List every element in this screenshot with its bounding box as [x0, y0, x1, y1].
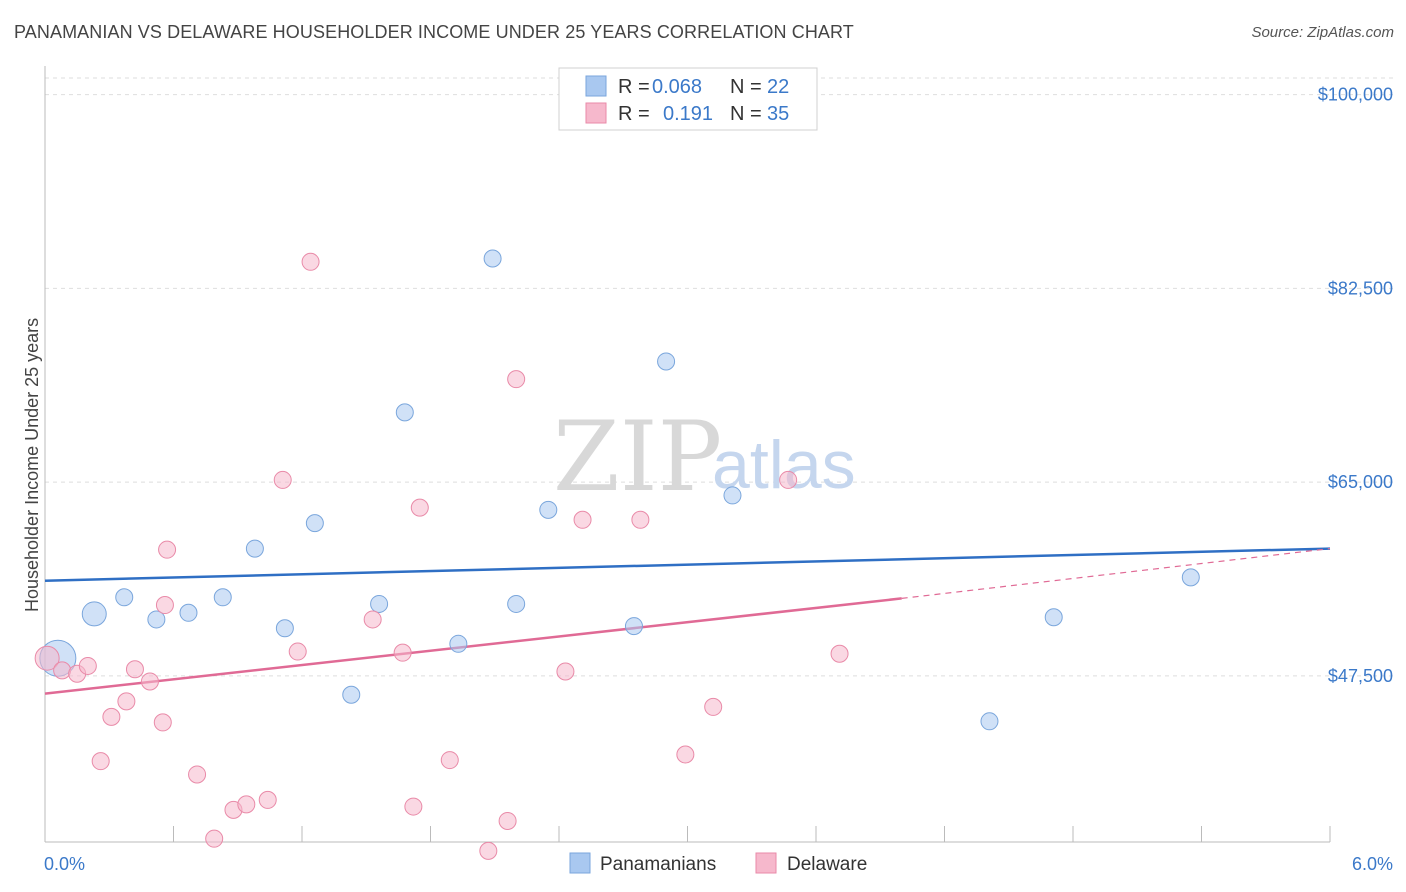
- point-panamanians: [213, 588, 232, 607]
- y-tick-label: $100,000: [1318, 85, 1393, 105]
- point-panamanians: [275, 619, 294, 638]
- point-delaware: [573, 510, 592, 529]
- point-panamanians: [723, 486, 742, 505]
- point-panamanians: [245, 539, 264, 558]
- bottom-legend-swatch-delaware: [755, 852, 777, 874]
- point-panamanians: [342, 685, 361, 704]
- point-delaware: [153, 713, 172, 732]
- point-panamanians: [1044, 608, 1063, 627]
- watermark-zip: ZIP: [553, 401, 722, 513]
- point-delaware: [258, 790, 277, 809]
- legend-swatch-panamanians: [585, 75, 607, 97]
- chart-title: PANAMANIAN VS DELAWARE HOUSEHOLDER INCOM…: [14, 22, 854, 42]
- bottom-legend-label-panamanians: Panamanians: [600, 854, 716, 875]
- point-delaware: [140, 672, 159, 691]
- legend-n-label: N =: [730, 76, 762, 98]
- legend-r-label: R =: [618, 103, 650, 125]
- point-panamanians: [483, 249, 502, 268]
- point-panamanians: [980, 712, 999, 731]
- point-delaware: [631, 510, 650, 529]
- legend-n-value: 35: [767, 103, 789, 125]
- point-delaware: [155, 596, 174, 615]
- point-delaware: [78, 656, 97, 675]
- point-delaware: [273, 470, 292, 489]
- point-panamanians: [115, 588, 134, 607]
- legend-r-value: 0.068: [652, 76, 702, 98]
- point-delaware: [440, 751, 459, 770]
- point-delaware: [556, 662, 575, 681]
- point-delaware: [53, 661, 72, 680]
- point-delaware: [676, 745, 695, 764]
- legend-swatch-delaware: [585, 102, 607, 124]
- point-panamanians: [305, 514, 324, 533]
- chart-source: Source: ZipAtlas.com: [1251, 24, 1394, 41]
- legend-r-value: 0.191: [663, 103, 713, 125]
- y-tick-label: $65,000: [1328, 472, 1393, 492]
- point-panamanians: [1181, 568, 1200, 587]
- legend-n-label: N =: [730, 103, 762, 125]
- y-axis-label: Householder Income Under 25 years: [22, 318, 42, 612]
- point-delaware: [704, 697, 723, 716]
- point-delaware: [188, 765, 207, 784]
- point-delaware: [498, 811, 517, 830]
- point-panamanians: [539, 500, 558, 519]
- point-delaware: [102, 707, 121, 726]
- y-tick-label: $47,500: [1328, 666, 1393, 686]
- point-delaware: [507, 370, 526, 389]
- point-delaware: [34, 645, 60, 671]
- point-delaware: [830, 644, 849, 663]
- point-panamanians: [657, 352, 676, 371]
- point-delaware: [301, 252, 320, 271]
- trend-lines: [44, 547, 1331, 695]
- point-panamanians: [449, 634, 468, 653]
- point-delaware: [117, 692, 136, 711]
- trend-line-delaware: [44, 597, 902, 695]
- point-panamanians: [179, 603, 198, 622]
- bottom-legend-swatch-panamanians: [569, 852, 591, 874]
- point-panamanians: [370, 594, 389, 613]
- bottom-legend: Panamanians Delaware: [569, 852, 867, 875]
- data-points: [34, 249, 1200, 860]
- bottom-legend-label-delaware: Delaware: [787, 854, 867, 875]
- point-delaware: [158, 540, 177, 559]
- x-tick-label: 6.0%: [1352, 854, 1393, 874]
- x-tick-labels: 0.0% 6.0%: [44, 854, 1393, 874]
- point-delaware: [91, 752, 110, 771]
- y-tick-label: $82,500: [1328, 278, 1393, 298]
- point-delaware: [404, 797, 423, 816]
- legend-r-label: R =: [618, 76, 650, 98]
- point-delaware: [125, 660, 144, 679]
- legend: R = 0.068 N = 22 R = 0.191 N = 35: [558, 67, 818, 131]
- legend-n-value: 22: [767, 76, 789, 98]
- trend-line-delaware-extension: [901, 547, 1331, 600]
- point-panamanians: [395, 403, 414, 422]
- point-delaware: [205, 829, 224, 848]
- point-delaware: [237, 795, 256, 814]
- y-tick-labels: $47,500 $65,000 $82,500 $100,000: [1318, 85, 1393, 686]
- point-panamanians: [147, 610, 166, 629]
- point-delaware: [479, 841, 498, 860]
- point-delaware: [393, 643, 412, 662]
- point-delaware: [779, 470, 798, 489]
- point-panamanians: [81, 601, 107, 627]
- point-delaware: [410, 498, 429, 517]
- point-delaware: [288, 642, 307, 661]
- trend-line-panamanians: [44, 547, 1331, 582]
- axes: [44, 66, 1331, 843]
- point-delaware: [363, 610, 382, 629]
- x-tick-label: 0.0%: [44, 854, 85, 874]
- point-panamanians: [507, 594, 526, 613]
- point-panamanians: [624, 617, 643, 636]
